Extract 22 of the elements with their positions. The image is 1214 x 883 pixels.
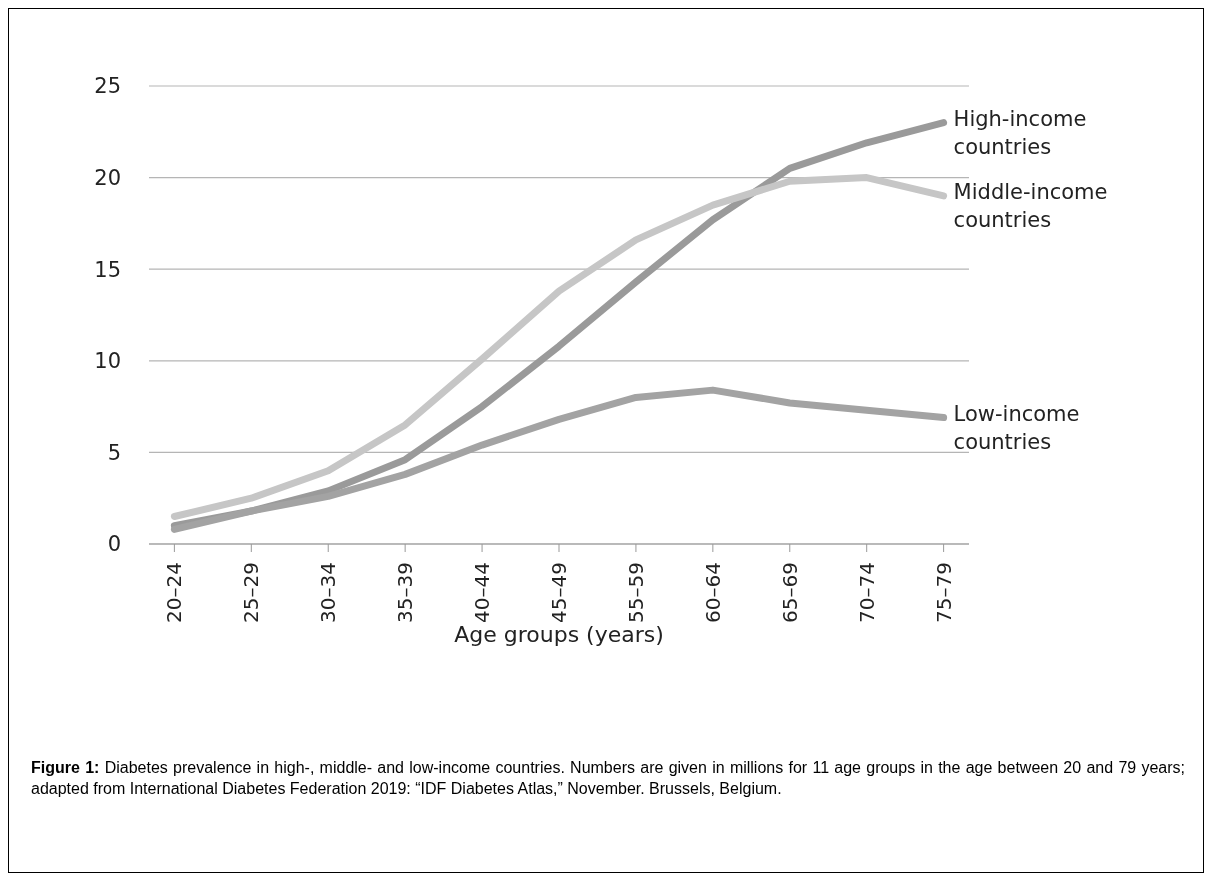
y-tick-label: 0 — [107, 532, 121, 557]
y-tick-label: 10 — [94, 349, 121, 374]
x-tick-label: 30–34 — [316, 562, 341, 623]
x-tick-label: 20–24 — [162, 562, 187, 623]
x-tick-label: 35–39 — [393, 562, 418, 623]
x-tick-label: 55–59 — [623, 562, 648, 623]
x-tick-label: 70–74 — [854, 562, 879, 623]
x-tick-label: 45–49 — [547, 562, 571, 623]
series-label: High-income countries — [953, 106, 1087, 159]
x-tick-label: 40–44 — [470, 562, 495, 623]
y-tick-label: 5 — [107, 440, 121, 465]
x-tick-label: 75–79 — [931, 562, 956, 623]
x-axis-title: Age groups (years) — [454, 622, 664, 647]
x-tick-label: 60–64 — [700, 562, 725, 623]
x-tick-label: 65–69 — [777, 562, 802, 623]
y-tick-label: 15 — [94, 257, 121, 282]
y-tick-label: 25 — [94, 74, 121, 99]
y-tick-label: 20 — [94, 166, 121, 191]
caption: Figure 1: Diabetes prevalence in high-, middle- and low-income countries. Numbers are given in millions for 11 age groups in the age between 20 and 79 years; adapted from International Diabetes Federation 2019: “IDF Diabetes Atlas,” November. Brussels, Belgium. — [31, 758, 1186, 799]
x-tick-label: 25–29 — [239, 562, 264, 623]
series-label: Middle-income countries — [953, 179, 1108, 232]
series-label: Low-income countries — [953, 401, 1080, 454]
